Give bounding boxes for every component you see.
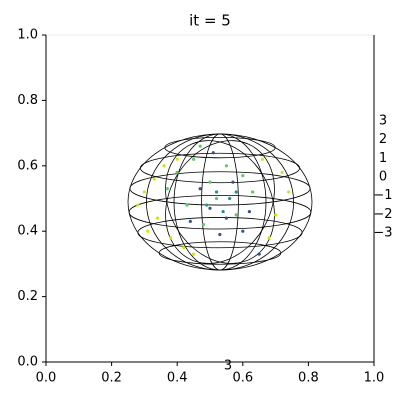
- point: [280, 170, 284, 174]
- point: [287, 190, 291, 194]
- point: [162, 164, 166, 168]
- x-tick-label: 0.8: [298, 371, 319, 386]
- point: [251, 190, 255, 194]
- x-tick-label: 0.6: [232, 371, 253, 386]
- point: [201, 223, 206, 227]
- point: [224, 216, 228, 220]
- wireframe: [201, 133, 239, 271]
- point: [175, 157, 179, 161]
- x-tick-label: 0.4: [167, 371, 188, 386]
- z-tick-label: 3: [379, 114, 387, 129]
- point: [152, 177, 156, 181]
- annotation: 3: [224, 359, 232, 374]
- x-tick-label: 0.0: [36, 371, 57, 386]
- z-tick-label: −2: [373, 207, 392, 222]
- point: [260, 157, 265, 161]
- point: [198, 144, 202, 148]
- z-tick-label: 2: [379, 132, 387, 147]
- y-tick-label: 0.2: [17, 289, 38, 304]
- z-tick-label: −3: [373, 226, 392, 241]
- point: [241, 229, 245, 233]
- point: [192, 157, 196, 161]
- wireframe: [137, 217, 303, 249]
- point: [146, 229, 150, 233]
- point: [211, 151, 215, 155]
- point: [214, 196, 219, 201]
- point: [169, 236, 173, 240]
- point: [165, 187, 169, 191]
- wireframe: [165, 140, 275, 264]
- point: [142, 190, 146, 194]
- point: [136, 203, 140, 207]
- wireframe: [165, 140, 275, 264]
- point: [188, 219, 192, 223]
- point: [234, 213, 238, 217]
- point: [231, 180, 235, 184]
- z-tick-label: 1: [379, 151, 387, 166]
- x-tick-label: 1.0: [364, 371, 385, 386]
- point: [257, 252, 261, 256]
- wireframe: [127, 133, 313, 271]
- point: [185, 203, 189, 207]
- point: [208, 206, 212, 210]
- z-tick-label: 0: [379, 170, 387, 185]
- chart-title: it = 5: [189, 12, 231, 30]
- point: [175, 170, 179, 174]
- point: [218, 232, 222, 237]
- point: [205, 203, 209, 207]
- point: [198, 187, 202, 191]
- point: [247, 209, 251, 214]
- point: [155, 216, 160, 220]
- point: [224, 164, 228, 168]
- point: [208, 180, 212, 184]
- wireframe: [158, 241, 282, 265]
- point: [267, 236, 271, 240]
- point: [241, 174, 245, 178]
- point: [182, 245, 186, 250]
- point: [234, 190, 238, 194]
- point: [192, 252, 196, 256]
- y-tick-label: 0.8: [17, 93, 38, 108]
- z-tick-label: −1: [373, 188, 392, 203]
- y-tick-label: 0.4: [17, 224, 38, 239]
- x-tick-label: 0.2: [101, 371, 122, 386]
- point: [228, 196, 232, 201]
- wireframe: [128, 194, 312, 230]
- y-tick-label: 1.0: [17, 28, 38, 43]
- y-tick-label: 0.0: [17, 355, 38, 370]
- point: [214, 190, 219, 194]
- point: [274, 213, 278, 217]
- y-tick-label: 0.6: [17, 158, 38, 173]
- point: [221, 209, 225, 214]
